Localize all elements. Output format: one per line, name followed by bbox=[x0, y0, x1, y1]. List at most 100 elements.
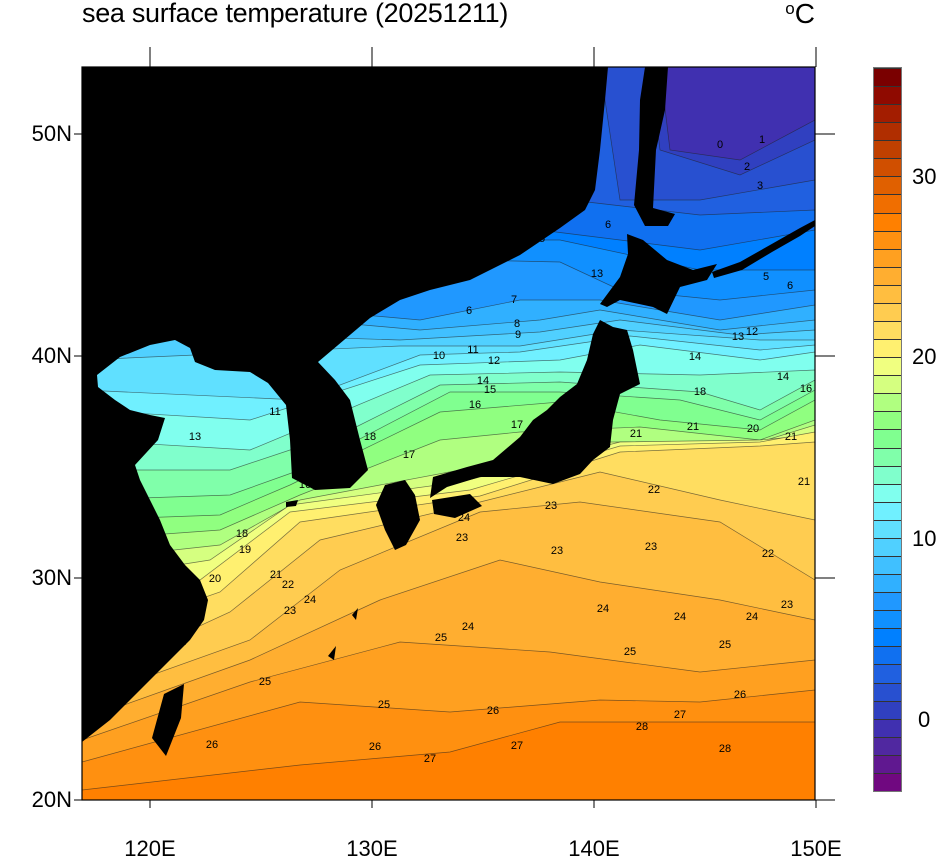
okinawa bbox=[328, 646, 336, 660]
contour-label: 26 bbox=[734, 689, 746, 701]
contour-label: 5 bbox=[539, 233, 545, 245]
contour-label: 24 bbox=[746, 611, 758, 623]
colorbar-box bbox=[874, 628, 901, 647]
contour-label: 8 bbox=[514, 318, 520, 330]
x-tick-label: 120E bbox=[124, 836, 176, 861]
contour-label: 16 bbox=[299, 479, 311, 491]
kuril-islands bbox=[712, 220, 815, 278]
colorbar-label: 10 bbox=[912, 526, 937, 551]
colorbar-box bbox=[874, 592, 901, 611]
contour-label: 20 bbox=[747, 423, 759, 435]
contour-label: 28 bbox=[636, 721, 648, 733]
colorbar-box bbox=[874, 447, 901, 466]
contour-label: 23 bbox=[551, 545, 563, 557]
contour-label: 16 bbox=[800, 383, 812, 395]
colorbar-box bbox=[874, 67, 901, 86]
map-frame bbox=[81, 66, 816, 801]
colorbar-box bbox=[874, 122, 901, 141]
colorbar-box bbox=[874, 664, 901, 683]
colorbar-box bbox=[874, 646, 901, 665]
shikoku bbox=[432, 494, 482, 518]
contour-label: 14 bbox=[777, 371, 789, 383]
contour-label: 16 bbox=[469, 399, 481, 411]
contour-label: 17 bbox=[511, 419, 523, 431]
contour-label: 21 bbox=[798, 476, 810, 488]
contour-label: 13 bbox=[732, 331, 744, 343]
colorbar-box bbox=[874, 519, 901, 538]
contour-label: 14 bbox=[477, 375, 489, 387]
contour-label: 20 bbox=[209, 573, 221, 585]
contour-label: 3 bbox=[757, 180, 763, 192]
jeju bbox=[286, 500, 298, 507]
colorbar-box bbox=[874, 320, 901, 340]
contour-label: 23 bbox=[781, 599, 793, 611]
colorbar-box bbox=[874, 375, 901, 394]
contour-label: 24 bbox=[304, 594, 316, 606]
contour-label: 18 bbox=[364, 431, 376, 443]
x-tick-label: 130E bbox=[346, 836, 398, 861]
contour-label: 21 bbox=[630, 428, 642, 440]
taiwan bbox=[152, 684, 184, 756]
colorbar-box bbox=[874, 248, 901, 267]
contour-label: 0 bbox=[717, 139, 723, 151]
colorbar-box bbox=[874, 537, 901, 556]
x-tick-label: 140E bbox=[568, 836, 620, 861]
contour-label: 24 bbox=[597, 603, 609, 615]
contour-label: 7 bbox=[511, 294, 517, 306]
colorbar-box bbox=[874, 302, 901, 321]
colorbar-box bbox=[874, 230, 901, 249]
colorbar-box bbox=[874, 212, 901, 231]
colorbar-box bbox=[874, 574, 901, 593]
contour-label: 10 bbox=[433, 350, 445, 362]
colorbar-box bbox=[874, 411, 901, 430]
y-tick-label: 30N bbox=[31, 565, 72, 590]
contour-label: 21 bbox=[174, 636, 186, 648]
contour-label: 25 bbox=[624, 646, 636, 658]
contour-label: 25 bbox=[378, 699, 390, 711]
contour-label: 25 bbox=[719, 639, 731, 651]
contour-label: 2 bbox=[744, 161, 750, 173]
colorbar-box bbox=[874, 718, 901, 737]
colorbar-box bbox=[874, 339, 901, 358]
contour-label: 5 bbox=[763, 271, 769, 283]
units-label: oC bbox=[785, 0, 815, 30]
colorbar-box bbox=[874, 700, 901, 719]
colorbar-box bbox=[874, 429, 901, 448]
contour-label: 17 bbox=[403, 449, 415, 461]
degree-symbol: o bbox=[785, 0, 795, 18]
colorbar-label: 20 bbox=[912, 344, 937, 369]
colorbar-box bbox=[874, 736, 901, 755]
sakhalin bbox=[634, 67, 675, 226]
contour-label: 14 bbox=[689, 351, 701, 363]
mainland-asia bbox=[82, 67, 608, 742]
units-letter: C bbox=[794, 0, 815, 29]
contour-label: 12 bbox=[488, 355, 500, 367]
x-tick-label: 150E bbox=[790, 836, 842, 861]
colorbar-box bbox=[874, 682, 901, 701]
colorbar-box bbox=[874, 158, 901, 177]
honshu bbox=[430, 320, 640, 498]
colorbar-box bbox=[874, 104, 901, 123]
contour-label: 23 bbox=[645, 541, 657, 553]
contour-label: 6 bbox=[787, 280, 793, 292]
contour-label: 26 bbox=[487, 705, 499, 717]
colorbar-box bbox=[874, 357, 901, 376]
land-mask bbox=[82, 67, 815, 756]
contour-label: 13 bbox=[591, 268, 603, 280]
amami bbox=[352, 608, 358, 620]
colorbar-box bbox=[874, 194, 901, 213]
contour-label: 24 bbox=[462, 621, 474, 633]
contour-label: 25 bbox=[259, 676, 271, 688]
colorbar-box bbox=[874, 393, 901, 412]
contour-label: 6 bbox=[466, 305, 472, 317]
contour-label: 28 bbox=[719, 743, 731, 755]
contour-label: 21 bbox=[270, 569, 282, 581]
colorbar-label: 0 bbox=[918, 707, 931, 732]
contour-label: 15 bbox=[484, 384, 496, 396]
contour-label: 23 bbox=[284, 605, 296, 617]
colorbar-box bbox=[874, 176, 901, 195]
colorbar-label: 30 bbox=[912, 164, 937, 189]
contour-label: 18 bbox=[236, 528, 248, 540]
